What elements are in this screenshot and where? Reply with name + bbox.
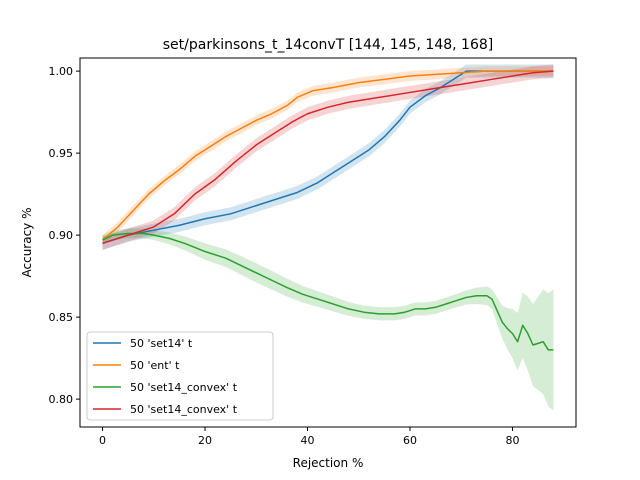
- x-tick-label: 60: [403, 434, 417, 447]
- series-2-line: [102, 70, 554, 241]
- y-tick-label: 1.00: [49, 65, 74, 78]
- legend-label-1: 50 'set14' t: [130, 337, 193, 350]
- legend: 50 'set14' t 50 'ent' t 50 'set14_convex' …: [86, 331, 274, 421]
- y-axis-label: Accuracy %: [20, 207, 34, 277]
- x-tick-label: 40: [301, 434, 315, 447]
- legend-label-2: 50 'ent' t: [130, 359, 180, 372]
- y-tick-label: 0.90: [49, 229, 74, 242]
- x-tick-label: 0: [99, 434, 106, 447]
- axes-frame: [79, 57, 577, 428]
- x-axis-ticks: 0 20 40 60 80: [99, 427, 519, 447]
- y-tick-label: 0.95: [49, 147, 74, 160]
- y-tick-label: 0.85: [49, 311, 74, 324]
- series-1-line: [102, 70, 554, 245]
- series-4-line: [102, 70, 554, 245]
- chart-title: set/parkinsons_t_14convT [144, 145, 148,…: [163, 37, 493, 53]
- x-axis-label: Rejection %: [293, 456, 364, 470]
- series-2-band: [102, 66, 554, 245]
- legend-box: [86, 331, 274, 421]
- legend-label-3: 50 'set14_convex' t: [130, 381, 238, 394]
- series-3-line: [102, 232, 554, 351]
- y-axis-ticks: 0.80 0.85 0.90 0.95 1.00: [49, 65, 80, 406]
- y-tick-label: 0.80: [49, 393, 74, 406]
- series-lines: [102, 70, 554, 351]
- legend-label-4: 50 'set14_convex' t: [130, 403, 238, 416]
- x-tick-label: 20: [198, 434, 212, 447]
- x-tick-label: 80: [505, 434, 519, 447]
